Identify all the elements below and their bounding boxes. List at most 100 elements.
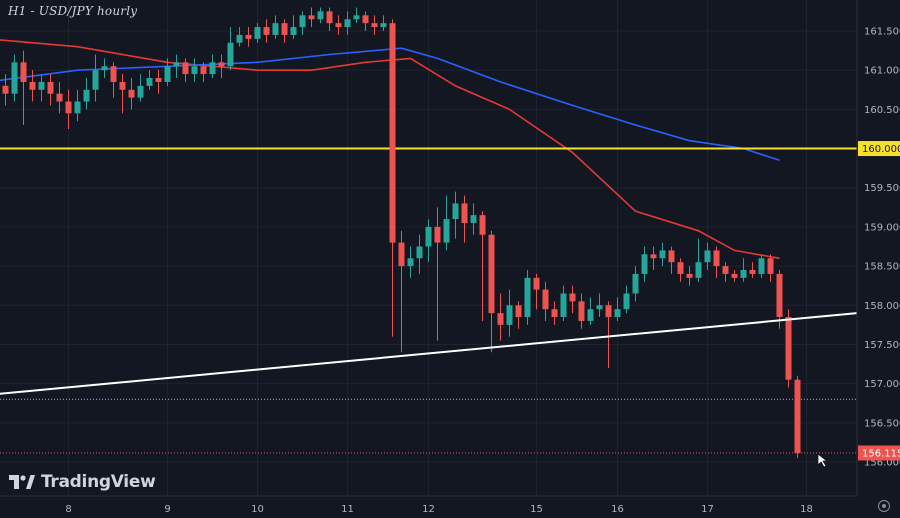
candle-body <box>452 203 459 220</box>
candle-body <box>506 305 513 325</box>
candle-32 <box>272 15 279 39</box>
candle-body <box>533 277 540 290</box>
y-tick-label-5: 159.000 <box>864 222 900 233</box>
candle-62 <box>542 281 549 321</box>
candle-body <box>479 215 486 235</box>
candle-body <box>236 34 243 43</box>
candle-44 <box>380 15 387 31</box>
candle-70 <box>614 297 621 321</box>
candle-45 <box>389 19 396 337</box>
x-tick-label-7: 17 <box>701 504 714 515</box>
candle-body <box>335 23 342 28</box>
candle-24 <box>200 62 207 82</box>
horizontal-levels <box>0 147 857 454</box>
candle-84 <box>740 258 747 282</box>
candle-89 <box>785 309 792 388</box>
candle-28 <box>236 27 243 47</box>
candle-35 <box>299 11 306 35</box>
candle-body <box>218 62 225 67</box>
candle-8 <box>56 81 63 114</box>
y-tick-label-10: 156.500 <box>864 418 900 429</box>
candle-body <box>434 226 441 243</box>
x-tick-label-6: 16 <box>611 504 624 515</box>
candle-65 <box>569 285 576 314</box>
candle-body <box>371 23 378 28</box>
candle-29 <box>245 27 252 47</box>
candle-body <box>200 66 207 75</box>
candle-body <box>443 219 450 243</box>
candle-body <box>794 379 801 453</box>
y-tick-label-2: 160.500 <box>864 105 900 116</box>
candle-10 <box>74 89 81 122</box>
candle-body <box>101 66 108 71</box>
candle-88 <box>776 270 783 329</box>
candle-25 <box>209 54 216 79</box>
candle-55 <box>479 211 486 321</box>
candle-body <box>623 293 630 310</box>
candle-body <box>362 15 369 24</box>
candle-body <box>65 101 72 114</box>
candle-83 <box>731 270 738 282</box>
candle-body <box>326 11 333 24</box>
y-tick-label-7: 158.000 <box>864 301 900 312</box>
candle-body <box>524 277 531 318</box>
y-tick-label-9: 157.000 <box>864 379 900 390</box>
candle-77 <box>677 258 684 282</box>
last-price-tag-label: 156.115 <box>862 448 900 459</box>
candle-body <box>461 203 468 223</box>
tradingview-logo[interactable]: TradingView <box>9 471 156 493</box>
candle-body <box>758 258 765 274</box>
candle-body <box>767 258 774 274</box>
candle-body <box>83 89 90 102</box>
chart-title: H1 - USD/JPY hourly <box>8 4 138 18</box>
candle-body <box>407 258 414 267</box>
candle-7 <box>47 74 54 106</box>
candle-body <box>20 62 27 82</box>
candle-body <box>56 93 63 102</box>
candle-73 <box>641 246 648 282</box>
candle-11 <box>83 78 90 110</box>
x-tick-label-2: 10 <box>251 504 264 515</box>
candle-body <box>227 42 234 67</box>
candle-body <box>605 305 612 318</box>
candle-46 <box>398 230 405 353</box>
candle-body <box>245 34 252 39</box>
candle-body <box>560 293 567 318</box>
candle-90 <box>794 375 801 459</box>
candle-body <box>164 66 171 82</box>
candle-3 <box>11 54 18 102</box>
candle-74 <box>650 246 657 271</box>
time-axis[interactable]: 8 9 10 11 12 15 16 17 18 <box>65 504 813 515</box>
candle-37 <box>317 7 324 24</box>
price-axis[interactable]: 161.500 161.000 160.500 159.500 159.000 158.5… <box>864 27 900 469</box>
candle-body <box>497 313 504 325</box>
candle-27 <box>227 27 234 71</box>
candle-body <box>209 62 216 75</box>
candle-body <box>659 250 666 259</box>
candle-34 <box>290 15 297 39</box>
candle-60 <box>524 270 531 325</box>
candle-body <box>353 15 360 20</box>
settings-gear-icon[interactable] <box>878 500 890 512</box>
candle-body <box>695 262 702 278</box>
candle-body <box>74 101 81 114</box>
candle-68 <box>596 293 603 318</box>
price-tags: 160.000 156.115 <box>858 141 900 461</box>
candle-body <box>290 27 297 35</box>
candle-4 <box>20 50 27 126</box>
candle-body <box>92 70 99 90</box>
support-trendline <box>0 312 858 395</box>
candle-82 <box>722 262 729 282</box>
candle-9 <box>65 89 72 129</box>
candle-64 <box>560 285 567 321</box>
candle-86 <box>758 254 765 278</box>
candle-19 <box>155 70 162 94</box>
candle-body <box>128 89 135 98</box>
candle-12 <box>92 54 99 102</box>
candle-body <box>254 27 261 39</box>
candle-body <box>515 305 522 318</box>
candle-body <box>677 262 684 274</box>
candle-21 <box>173 54 180 79</box>
candle-78 <box>686 266 693 286</box>
